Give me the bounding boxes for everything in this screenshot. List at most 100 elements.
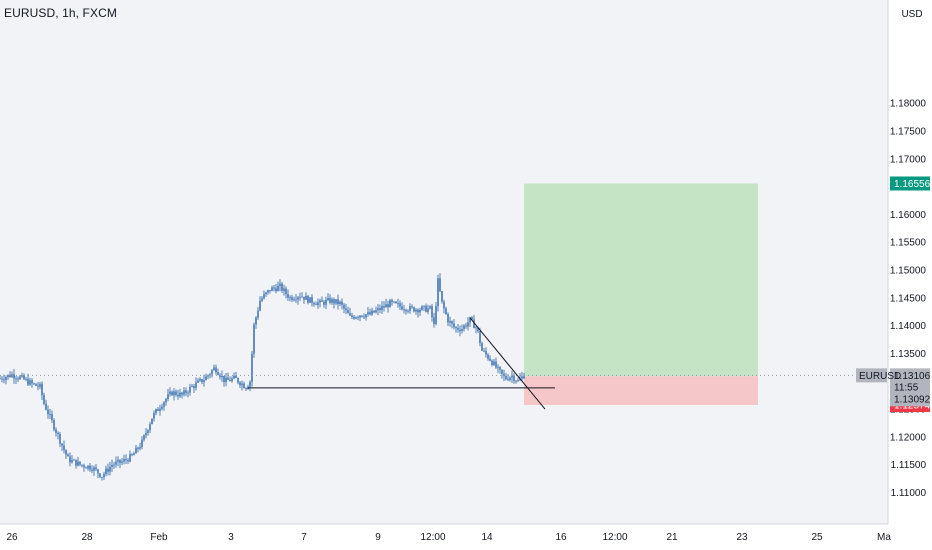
candle-body — [103, 473, 105, 478]
candle-body — [49, 414, 51, 415]
candle-body — [123, 459, 125, 462]
candle-body — [143, 435, 145, 440]
candle-body — [39, 383, 41, 387]
candle-body — [341, 301, 343, 305]
candle-body — [179, 392, 181, 397]
candle-body — [303, 296, 305, 300]
candle-body — [51, 414, 53, 421]
price-tick-label: 1.11500 — [891, 460, 927, 471]
candle-body — [497, 366, 499, 368]
current-price-text: 1.13106 — [894, 371, 931, 382]
time-tick-label: 26 — [6, 532, 18, 543]
candle-body — [257, 310, 259, 318]
countdown-text: 11:55 — [894, 382, 919, 393]
symbol-title: EURUSD, 1h, FXCM — [4, 6, 117, 20]
candle-body — [195, 382, 197, 388]
candle-body — [485, 350, 487, 355]
candle-body — [243, 383, 245, 389]
candle-body — [93, 467, 95, 471]
currency-label[interactable]: USD — [901, 9, 922, 20]
price-axis[interactable] — [888, 0, 932, 550]
candle-body — [297, 297, 299, 300]
candle-body — [405, 309, 407, 312]
candle-body — [463, 325, 465, 330]
candle-body — [305, 295, 307, 300]
candle-body — [295, 299, 297, 301]
candle-body — [175, 391, 177, 395]
candle-body — [237, 378, 239, 383]
candle-body — [311, 297, 313, 303]
candle-body — [285, 288, 287, 294]
candle-body — [317, 302, 319, 306]
candle-body — [65, 449, 67, 455]
time-tick-label: 3 — [228, 532, 234, 543]
candle-body — [215, 367, 217, 373]
candle-body — [255, 317, 257, 325]
candle-body — [299, 296, 301, 298]
candle-body — [395, 301, 397, 304]
candle-body — [355, 317, 357, 319]
candle-body — [187, 392, 189, 394]
candle-body — [41, 383, 43, 396]
candle-body — [499, 366, 501, 370]
candle-body — [423, 305, 425, 307]
candle-body — [471, 317, 473, 320]
candle-body — [361, 315, 363, 317]
candle-body — [331, 299, 333, 303]
candle-body — [261, 298, 263, 301]
candle-body — [157, 409, 159, 411]
candle-body — [329, 298, 331, 303]
candle-body — [473, 319, 475, 329]
candle-body — [457, 327, 459, 330]
candle-body — [431, 306, 433, 318]
candle-body — [9, 374, 11, 378]
candle-body — [203, 380, 205, 383]
time-tick-label: 23 — [736, 532, 748, 543]
candle-body — [491, 360, 493, 365]
candle-body — [375, 310, 377, 313]
candle-body — [13, 374, 15, 379]
time-tick-label: Ma — [877, 532, 891, 543]
candle-body — [111, 464, 113, 467]
candle-body — [419, 309, 421, 313]
candle-body — [131, 454, 133, 456]
candle-body — [357, 317, 359, 319]
candle-body — [73, 459, 75, 461]
candle-body — [137, 447, 139, 449]
candle-body — [27, 378, 29, 385]
candle-body — [251, 353, 253, 382]
candle-body — [293, 299, 295, 301]
time-tick-label: 12:00 — [602, 532, 627, 543]
loss-zone[interactable] — [524, 376, 758, 405]
time-axis[interactable] — [0, 524, 888, 550]
candle-body — [447, 314, 449, 323]
candle-body — [509, 377, 511, 380]
candle-body — [407, 310, 409, 312]
candle-body — [3, 379, 5, 381]
candle-body — [35, 383, 37, 386]
candle-body — [151, 418, 153, 425]
candle-body — [125, 459, 127, 461]
candle-body — [83, 465, 85, 468]
candle-body — [389, 300, 391, 308]
candle-body — [359, 315, 361, 318]
candle-body — [89, 465, 91, 470]
candle-body — [425, 305, 427, 312]
candle-body — [149, 424, 151, 431]
candle-body — [31, 380, 33, 384]
candle-body — [445, 308, 447, 315]
candle-body — [275, 288, 277, 292]
candle-body — [441, 291, 443, 302]
trend-line[interactable] — [469, 317, 546, 410]
candle-body — [515, 380, 517, 382]
candle-body — [427, 308, 429, 312]
profit-zone[interactable] — [524, 183, 758, 377]
candle-body — [197, 380, 199, 383]
candle-body — [191, 386, 193, 387]
candle-body — [433, 317, 435, 324]
candle-body — [45, 403, 47, 410]
candle-body — [455, 327, 457, 328]
candle-body — [219, 374, 221, 378]
